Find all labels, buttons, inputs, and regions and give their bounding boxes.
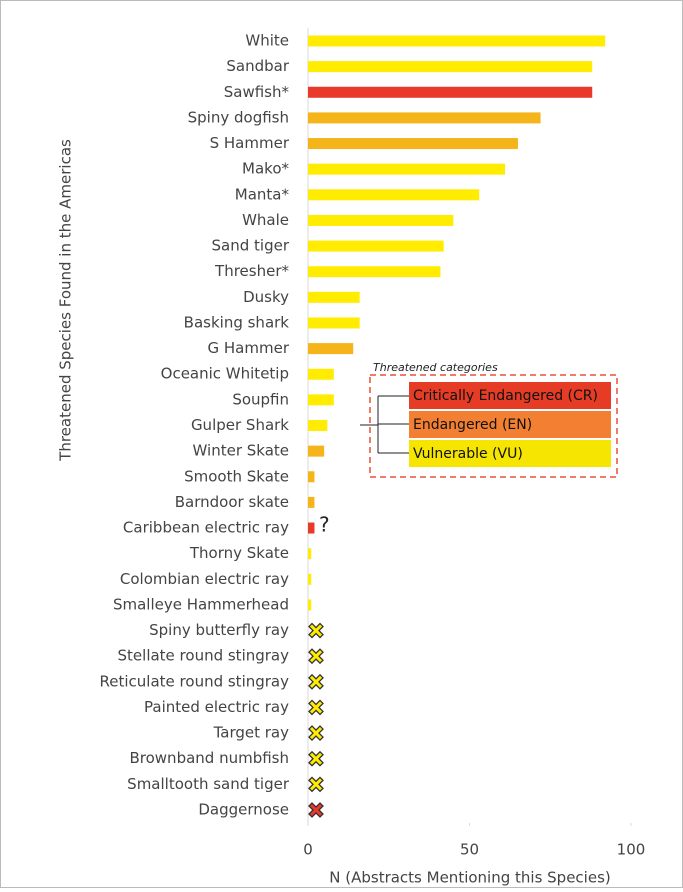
zero-marker [308, 648, 324, 665]
zero-marker [308, 699, 324, 716]
y-tick-label: Stellate round stingray [118, 647, 290, 665]
y-tick-label: S Hammer [210, 134, 290, 152]
y-tick-label: Smalleye Hammerhead [113, 595, 289, 613]
legend-label: Critically Endangered (CR) [413, 388, 598, 404]
x-icon [308, 622, 324, 639]
bar [308, 86, 593, 98]
y-tick-label: Painted electric ray [144, 698, 289, 716]
y-tick-label: Dusky [243, 288, 289, 306]
legend-swatch [409, 440, 611, 467]
zero-marker [308, 802, 324, 818]
legend-swatch [409, 382, 611, 409]
x-axis-label: N (Abstracts Mentioning this Species) [329, 869, 610, 887]
x-tick-label: 0 [303, 841, 313, 859]
y-tick-label: Daggernose [198, 801, 289, 819]
y-tick-label: Sandbar [226, 57, 289, 75]
bar [308, 471, 315, 483]
y-tick-label: White [245, 32, 289, 50]
annotation: ? [319, 513, 330, 537]
y-tick-label: Whale [242, 211, 289, 229]
y-tick-label: Colombian electric ray [120, 570, 289, 588]
bar [308, 291, 360, 303]
y-tick-label: Target ray [213, 724, 290, 742]
x-icon [308, 699, 324, 716]
y-tick-label: Caribbean electric ray [123, 519, 289, 537]
x-icon [308, 648, 324, 665]
legend-swatch [409, 411, 611, 438]
y-tick-label: Spiny dogfish [188, 108, 289, 126]
y-tick-label: Sawfish* [224, 83, 290, 101]
bar [308, 35, 606, 47]
zero-marker [308, 776, 324, 793]
y-tick-label: Smooth Skate [184, 467, 289, 485]
bar [308, 394, 334, 406]
legend-label: Vulnerable (VU) [413, 446, 523, 462]
y-tick-label: Manta* [235, 185, 290, 203]
bar [308, 368, 334, 380]
bar [308, 240, 444, 252]
bar [308, 317, 360, 329]
bar [308, 573, 312, 585]
x-icon [308, 776, 324, 793]
y-axis-label: Threatened Species Found in the Americas [57, 139, 75, 462]
legend-label: Endangered (EN) [413, 417, 532, 433]
x-tick-label: 100 [617, 841, 646, 859]
zero-marker [308, 725, 324, 742]
bar [308, 420, 328, 431]
bar [308, 112, 541, 124]
y-tick-label: Smalltooth sand tiger [127, 775, 290, 793]
bar [308, 266, 441, 278]
bar [308, 61, 593, 73]
y-tick-label: G Hammer [208, 339, 290, 357]
bar [308, 522, 315, 534]
y-tick-label: Brownband numbfish [129, 749, 289, 767]
y-tick-label: Mako* [242, 160, 289, 178]
y-tick-label: Thresher* [214, 262, 289, 280]
y-tick-label: Soupfin [232, 390, 289, 408]
x-icon [308, 725, 324, 742]
bar [308, 599, 312, 611]
y-tick-label: Gulper Shark [191, 416, 289, 434]
zero-marker [308, 622, 324, 639]
bar [308, 138, 518, 150]
bar [308, 496, 315, 508]
zero-marker [308, 750, 324, 767]
x-icon [308, 802, 324, 818]
bar [308, 445, 325, 457]
bar [308, 343, 354, 355]
legend-title: Threatened categories [373, 361, 498, 374]
legend-bracket [360, 395, 409, 454]
bar [308, 189, 480, 201]
bar [308, 548, 312, 560]
y-tick-label: Oceanic Whitetip [161, 365, 289, 383]
y-tick-label: Winter Skate [193, 442, 289, 460]
legend-box [369, 374, 618, 478]
y-tick-label: Spiny butterfly ray [149, 621, 289, 639]
x-icon [308, 750, 324, 767]
bar [308, 214, 454, 226]
bar [308, 163, 506, 175]
x-tick-label: 50 [460, 841, 479, 859]
y-tick-label: Barndoor skate [175, 493, 289, 511]
y-tick-label: Reticulate round stingray [100, 672, 290, 690]
zero-marker [308, 673, 324, 690]
y-tick-label: Basking shark [184, 313, 290, 331]
x-icon [308, 673, 324, 690]
y-tick-label: Sand tiger [212, 237, 290, 255]
y-tick-label: Thorny Skate [189, 544, 289, 562]
